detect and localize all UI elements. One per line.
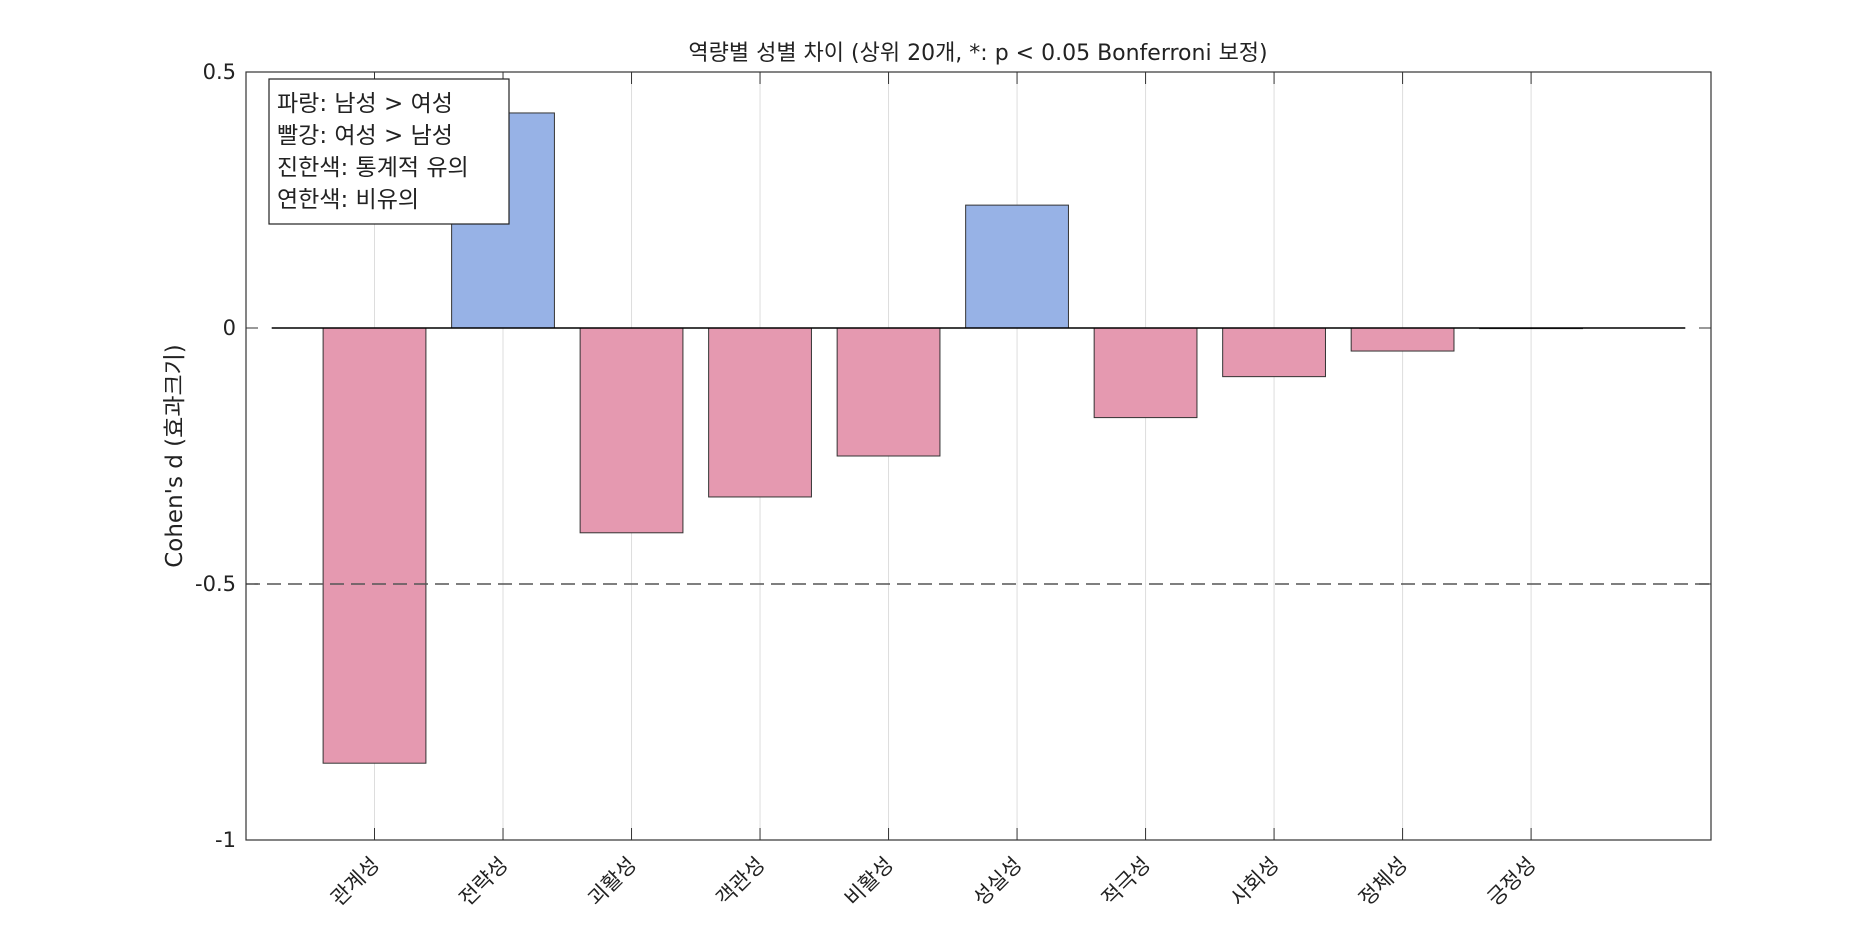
y-tick-label: -1 bbox=[215, 828, 236, 852]
legend-line-2: 빨강: 여성 > 남성 bbox=[277, 123, 453, 149]
x-tick-label: 긍정성 bbox=[1483, 853, 1541, 911]
reference-lines bbox=[246, 327, 1711, 585]
legend-box bbox=[268, 78, 510, 225]
plot-frame bbox=[245, 71, 1712, 841]
y-axis: -1 -0.5 0 0.5 bbox=[195, 60, 1711, 852]
y-tick-label: 0.5 bbox=[203, 60, 236, 84]
x-tick-label: 객관성 bbox=[712, 853, 770, 911]
y-tick-label: 0 bbox=[223, 316, 236, 340]
bar-성실성 bbox=[965, 204, 1069, 329]
legend-line-4: 연한색: 비유의 bbox=[277, 187, 419, 213]
bar-괴활성 bbox=[579, 327, 684, 534]
legend-line-1: 파랑: 남성 > 여성 bbox=[277, 91, 453, 117]
y-axis-label: Cohen's d (효과크기) bbox=[162, 344, 188, 568]
legend: 파랑: 남성 > 여성 빨강: 여성 > 남성 진한색: 통계적 유의 연한색:… bbox=[268, 78, 510, 225]
bar-사회성 bbox=[1222, 327, 1326, 378]
bar-정체성 bbox=[1350, 327, 1455, 352]
x-tick-label: 비활성 bbox=[840, 853, 898, 911]
x-tick-label: 관계성 bbox=[326, 853, 384, 911]
y-tick-label: -0.5 bbox=[195, 572, 236, 596]
x-tick-label: 정체성 bbox=[1354, 853, 1412, 911]
bar-적극성 bbox=[1093, 327, 1198, 419]
x-tick-label: 전략성 bbox=[455, 853, 513, 911]
x-tick-label: 괴활성 bbox=[583, 853, 641, 911]
legend-line-3: 진한색: 통계적 유의 bbox=[277, 155, 469, 181]
bar-관계성 bbox=[322, 327, 427, 764]
x-tick-label: 적극성 bbox=[1097, 853, 1155, 911]
x-tick-label: 성실성 bbox=[969, 853, 1027, 911]
bar-객관성 bbox=[708, 327, 812, 498]
x-tick-label: 사회성 bbox=[1226, 853, 1284, 911]
bar-비활성 bbox=[836, 327, 941, 457]
chart-title: 역량별 성별 차이 (상위 20개, *: p < 0.05 Bonferron… bbox=[688, 41, 1267, 66]
